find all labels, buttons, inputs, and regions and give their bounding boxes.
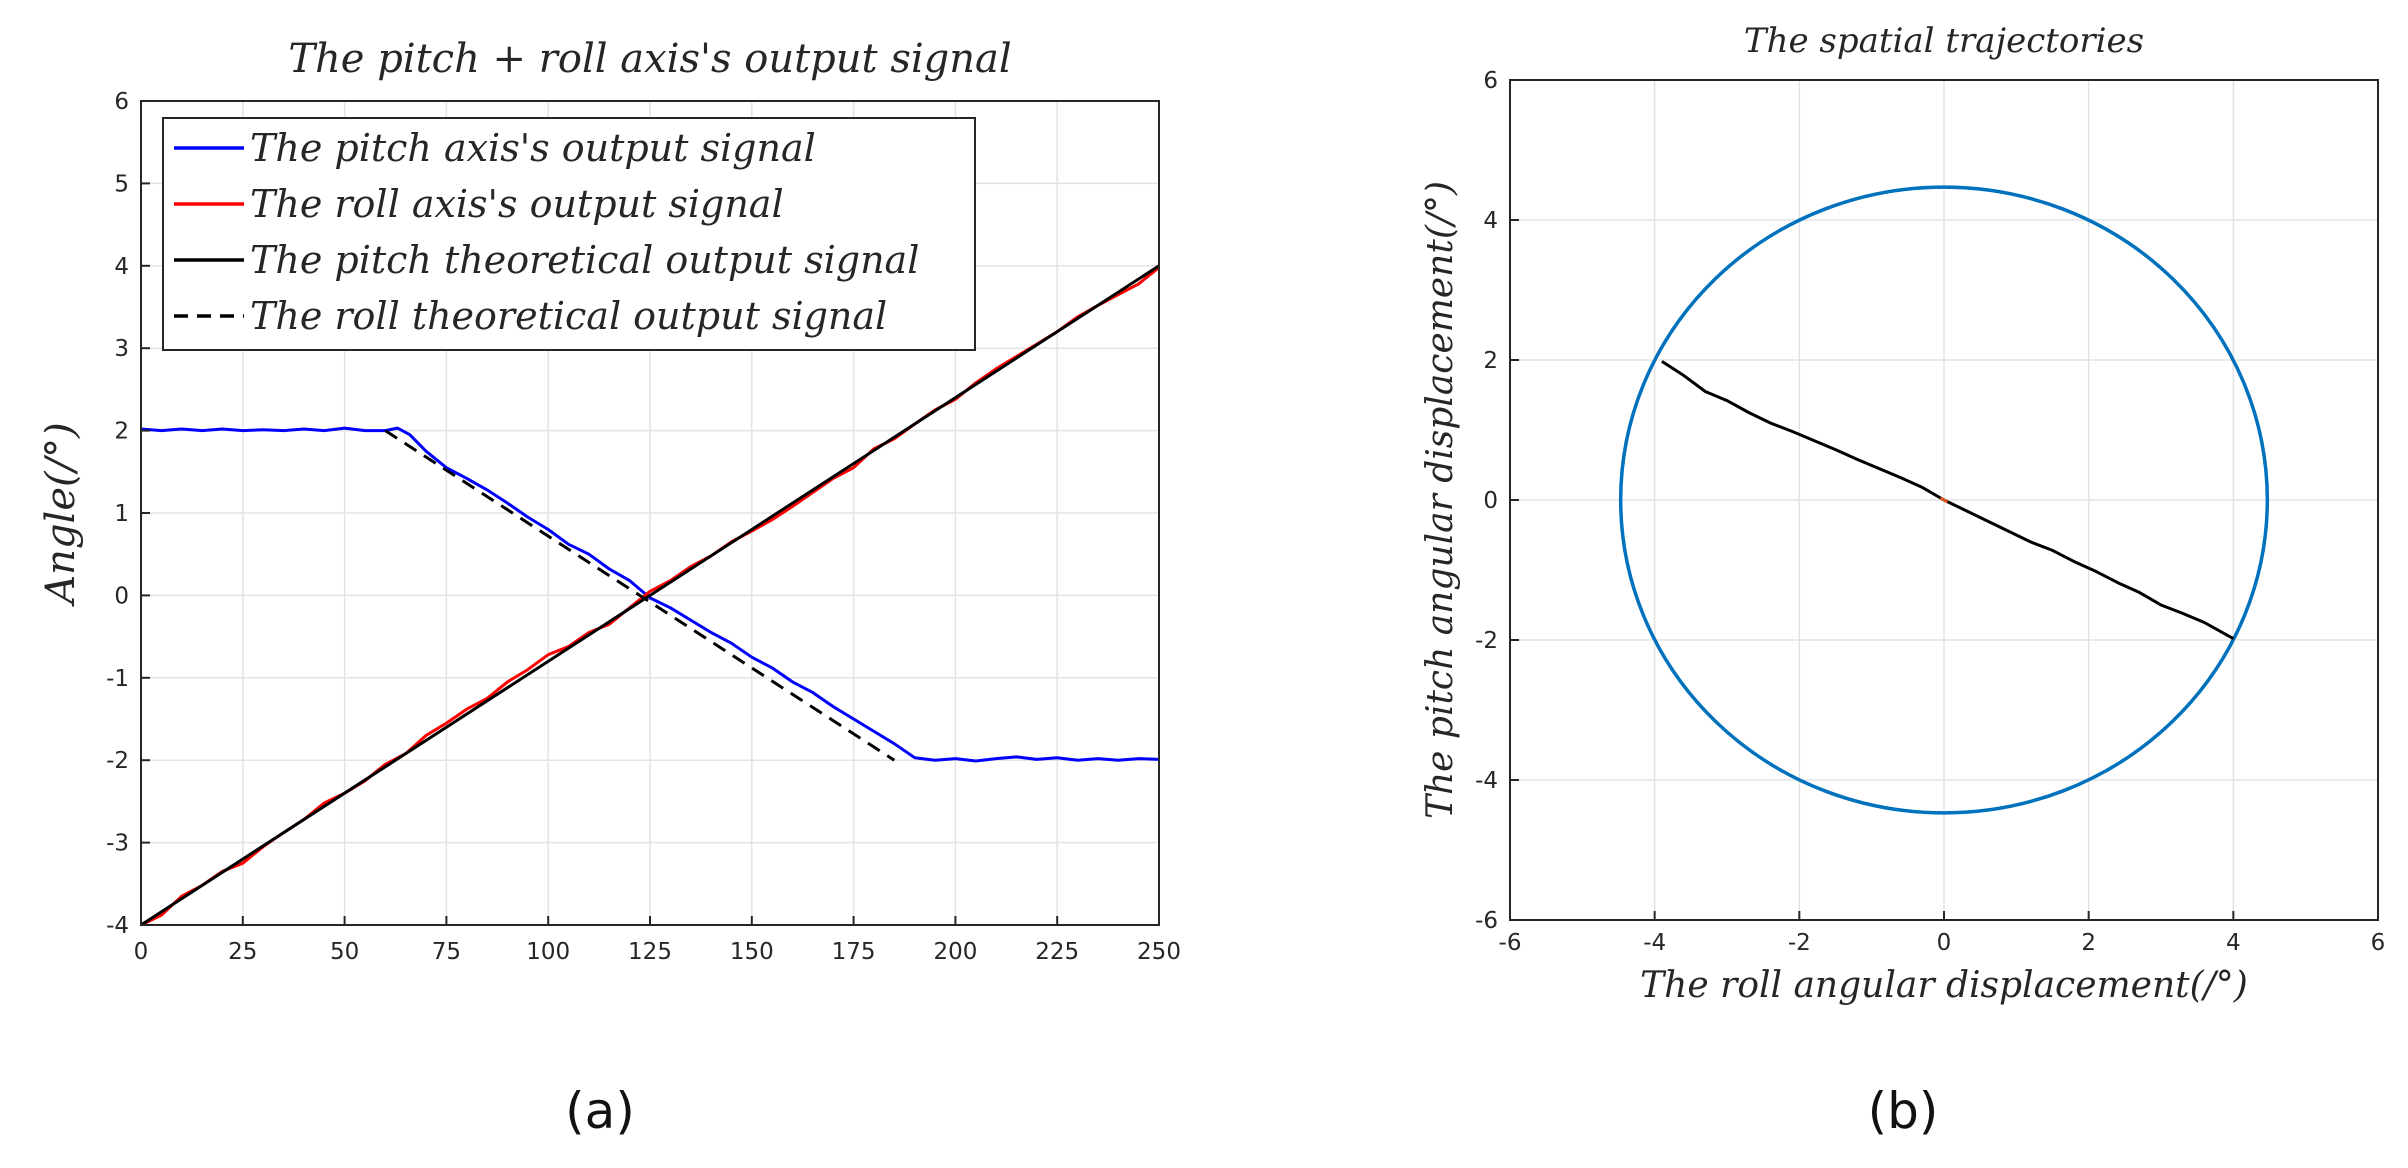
series-origin-marker — [1939, 496, 1949, 504]
x-tick-label: -2 — [1788, 930, 1811, 956]
y-tick-label: -2 — [106, 748, 129, 774]
x-tick-label: 200 — [933, 939, 977, 965]
y-tick-label: 1 — [114, 501, 129, 527]
chart-a-caption: (a) — [565, 1082, 635, 1140]
legend-label: The roll theoretical output signal — [250, 294, 887, 338]
legend-label: The roll axis's output signal — [250, 182, 784, 226]
x-tick-label: 0 — [134, 939, 149, 965]
y-tick-label: -3 — [106, 831, 129, 857]
series-the-roll-theoretical-output-signal — [384, 429, 896, 762]
x-tick-label: 6 — [2371, 930, 2386, 956]
y-tick-label: 5 — [114, 171, 129, 197]
chart-a-title: The pitch + roll axis's output signal — [288, 36, 1011, 82]
chart-b-ticks: -6 -4 -2 0 2 4 6 -6 -4 -2 0 2 4 6 — [1475, 68, 2385, 956]
chart-b-ylabel: The pitch angular displacement(/°) — [1420, 181, 1461, 819]
chart-a-ylabel: Angle(/°) — [38, 422, 84, 607]
y-tick-label: -4 — [1475, 768, 1498, 794]
series-circle-boundary — [1618, 185, 2270, 815]
y-tick-label: 3 — [114, 336, 129, 362]
chart-a: 0 25 50 75 100 125 150 175 200 225 250 -4 -3 -2 -1 0 1 2 3… — [38, 36, 1181, 1140]
y-tick-label: -4 — [106, 913, 129, 939]
y-tick-label: -2 — [1475, 628, 1498, 654]
x-tick-label: 150 — [730, 939, 774, 965]
chart-b-xlabel: The roll angular displacement(/°) — [1640, 965, 2248, 1006]
y-tick-label: 6 — [114, 89, 129, 115]
y-tick-label: -1 — [106, 666, 129, 692]
x-tick-label: 250 — [1137, 939, 1181, 965]
legend-label: The pitch theoretical output signal — [250, 238, 919, 282]
x-tick-label: 4 — [2226, 930, 2241, 956]
chart-a-series — [140, 264, 1160, 927]
x-tick-label: -6 — [1499, 930, 1522, 956]
legend-label: The pitch axis's output signal — [250, 126, 816, 170]
x-tick-label: 125 — [628, 939, 672, 965]
chart-a-legend: The pitch axis's output signal The roll a… — [162, 117, 976, 351]
series-the-pitch-axis-s-output-signal — [140, 426, 1160, 763]
chart-b: -6 -4 -2 0 2 4 6 -6 -4 -2 0 2 4 6 The spatial traject… — [1420, 21, 2385, 1140]
x-tick-label: 225 — [1035, 939, 1079, 965]
chart-a-legend-box — [162, 117, 976, 351]
chart-b-series — [1618, 185, 2270, 815]
x-tick-label: 2 — [2081, 930, 2096, 956]
y-tick-label: 2 — [114, 419, 129, 445]
y-tick-label: 2 — [1483, 348, 1498, 374]
x-tick-label: 175 — [832, 939, 876, 965]
x-tick-label: -4 — [1643, 930, 1666, 956]
x-tick-label: 75 — [432, 939, 461, 965]
series-the-pitch-theoretical-output-signal — [140, 264, 1160, 927]
chart-a-ticks: 0 25 50 75 100 125 150 175 200 225 250 -4 -3 -2 -1 0 1 2 3… — [106, 89, 1181, 965]
y-tick-label: 0 — [114, 583, 129, 609]
y-tick-label: 4 — [1483, 208, 1498, 234]
y-tick-label: 6 — [1483, 68, 1498, 94]
y-tick-label: 4 — [114, 254, 129, 280]
x-tick-label: 25 — [228, 939, 257, 965]
y-tick-label: 0 — [1483, 488, 1498, 514]
chart-b-title: The spatial trajectories — [1744, 21, 2144, 61]
x-tick-label: 50 — [330, 939, 359, 965]
y-tick-label: -6 — [1475, 908, 1498, 934]
x-tick-label: 100 — [526, 939, 570, 965]
x-tick-label: 0 — [1937, 930, 1952, 956]
chart-b-caption: (b) — [1868, 1082, 1939, 1140]
